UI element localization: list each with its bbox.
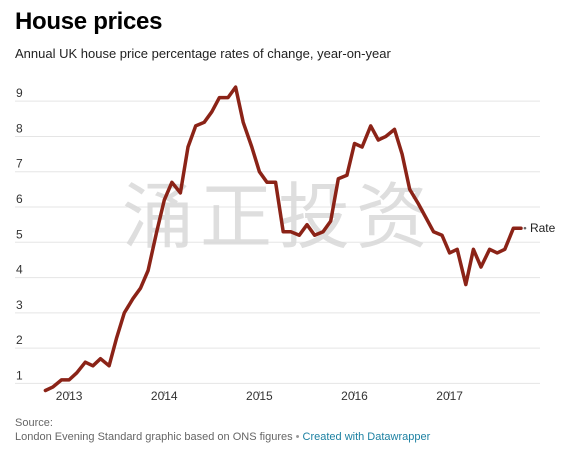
y-tick-label: 1 [16,368,23,382]
end-label-dot [523,226,527,230]
x-tick-label: 2015 [246,389,273,403]
series-end-label: Rate [530,221,556,235]
x-tick-label: 2017 [436,389,463,403]
credit-line: London Evening Standard graphic based on… [15,431,430,443]
grid-lines [15,100,540,384]
source-text: London Evening Standard graphic based on… [15,431,293,443]
y-tick-label: 4 [16,263,23,277]
x-axis-tick-labels: 2013 2014 2015 2016 2017 [56,389,464,403]
chart-title: House prices [15,8,163,35]
y-tick-label: 9 [16,86,23,100]
y-tick-label: 5 [16,227,23,241]
credit-separator: • [295,431,300,443]
x-tick-label: 2016 [341,389,368,403]
y-tick-label: 7 [16,157,23,171]
series-line-rate [43,85,523,393]
source-label: Source: [15,417,53,429]
series-lines [43,85,523,393]
y-tick-label: 3 [16,298,23,312]
y-tick-label: 2 [16,333,23,347]
x-tick-label: 2014 [151,389,178,403]
chart-subtitle: Annual UK house price percentage rates o… [15,46,391,61]
y-tick-label: 8 [16,121,23,135]
datawrapper-credit-link[interactable]: Created with Datawrapper [302,431,431,443]
y-axis-tick-labels: 1 2 3 4 5 6 7 8 9 [16,86,23,382]
x-tick-label: 2013 [56,389,83,403]
series-end-labels: Rate [523,221,556,235]
y-tick-label: 6 [16,192,23,206]
